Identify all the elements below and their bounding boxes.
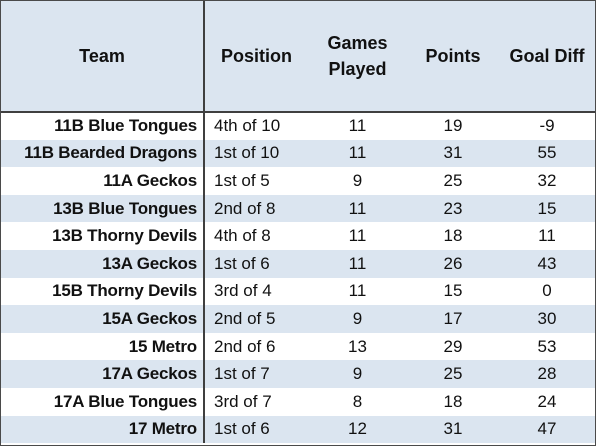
table-row: 15A Geckos 2nd of 5 9 17 30 (1, 305, 595, 333)
header-team: Team (1, 1, 205, 113)
cell-goal-diff: 24 (537, 391, 557, 411)
header-games-played: Games Played (308, 1, 407, 113)
cell-position: 3rd of 4 (214, 281, 272, 301)
cell-team: 13B Thorny Devils (1, 222, 205, 250)
cell-points: 25 (443, 170, 463, 190)
cell-games-played: 9 (352, 364, 363, 384)
cell-points: 26 (443, 253, 463, 273)
cell-points: 23 (443, 198, 463, 218)
table-row: 17A Geckos 1st of 7 9 25 28 (1, 360, 595, 388)
cell-position: 4th of 8 (214, 226, 271, 246)
table-row: 15B Thorny Devils 3rd of 4 11 15 0 (1, 277, 595, 306)
cell-team: 17 Metro (1, 415, 205, 444)
cell-games-played: 11 (348, 281, 367, 301)
cell-goal-diff: 53 (537, 336, 557, 356)
cell-goal-diff: 28 (537, 364, 557, 384)
table-row: 13B Thorny Devils 4th of 8 11 18 11 (1, 222, 595, 250)
cell-position: 3rd of 7 (214, 391, 272, 411)
cell-team: 13A Geckos (1, 249, 205, 278)
table-row: 11B Blue Tongues 4th of 10 11 19 -9 (1, 112, 595, 140)
table-row: 13A Geckos 1st of 6 11 26 43 (1, 249, 595, 278)
cell-games-played: 11 (348, 253, 367, 273)
cell-points: 31 (443, 419, 463, 439)
table-row: 15 Metro 2nd of 6 13 29 53 (1, 332, 595, 361)
cell-position: 2nd of 5 (214, 308, 276, 328)
cell-goal-diff: 55 (537, 143, 557, 163)
cell-goal-diff: 0 (542, 281, 552, 301)
cell-position: 1st of 6 (214, 253, 270, 273)
cell-games-played: 13 (348, 336, 367, 356)
cell-points: 31 (443, 143, 463, 163)
cell-team: 15A Geckos (1, 305, 205, 333)
header-points: Points (407, 1, 499, 113)
cell-goal-diff: 32 (537, 170, 557, 190)
table-row: 13B Blue Tongues 2nd of 8 11 23 15 (1, 194, 595, 223)
cell-team: 15B Thorny Devils (1, 277, 205, 306)
table-header: Team Position Games Played Points Goal D… (1, 1, 595, 113)
cell-games-played: 11 (348, 226, 367, 246)
cell-points: 15 (443, 281, 463, 301)
cell-points: 19 (443, 116, 463, 136)
cell-position: 1st of 6 (214, 419, 270, 439)
cell-team: 13B Blue Tongues (1, 194, 205, 223)
cell-goal-diff: -9 (539, 116, 555, 136)
header-games-played-line2: Played (328, 59, 387, 79)
cell-points: 29 (443, 336, 463, 356)
cell-games-played: 11 (348, 143, 367, 163)
cell-points: 18 (443, 226, 463, 246)
cell-position: 4th of 10 (214, 116, 281, 136)
cell-team: 17A Blue Tongues (1, 387, 205, 416)
cell-games-played: 8 (352, 391, 363, 411)
cell-team: 11B Bearded Dragons (1, 139, 205, 168)
header-row: Team Position Games Played Points Goal D… (1, 1, 595, 113)
cell-games-played: 9 (352, 170, 363, 190)
cell-goal-diff: 30 (537, 308, 557, 328)
cell-goal-diff: 15 (537, 198, 557, 218)
cell-games-played: 9 (352, 308, 363, 328)
cell-goal-diff: 47 (537, 419, 557, 439)
table-row: 11A Geckos 1st of 5 9 25 32 (1, 167, 595, 195)
table-row: 17 Metro 1st of 6 12 31 47 (1, 415, 595, 444)
table-row: 17A Blue Tongues 3rd of 7 8 18 24 (1, 387, 595, 416)
cell-games-played: 11 (348, 116, 367, 136)
cell-team: 11B Blue Tongues (1, 112, 205, 140)
cell-team: 15 Metro (1, 332, 205, 361)
cell-games-played: 12 (348, 419, 367, 439)
table-row: 11B Bearded Dragons 1st of 10 11 31 55 (1, 139, 595, 168)
cell-team: 11A Geckos (1, 167, 205, 195)
cell-position: 2nd of 8 (214, 198, 276, 218)
cell-position: 1st of 5 (214, 170, 270, 190)
cell-goal-diff: 11 (538, 226, 556, 246)
header-position: Position (204, 1, 308, 113)
cell-points: 18 (443, 391, 463, 411)
cell-position: 1st of 7 (214, 364, 270, 384)
cell-position: 2nd of 6 (214, 336, 276, 356)
cell-position: 1st of 10 (214, 143, 280, 163)
table-body: 11B Blue Tongues 4th of 10 11 19 -9 11B … (1, 112, 595, 444)
cell-games-played: 11 (348, 198, 367, 218)
header-games-played-line1: Games (327, 33, 388, 53)
cell-team: 17A Geckos (1, 360, 205, 388)
cell-points: 25 (443, 364, 463, 384)
cell-points: 17 (443, 308, 463, 328)
cell-goal-diff: 43 (537, 253, 557, 273)
header-goal-diff: Goal Diff (499, 1, 595, 113)
